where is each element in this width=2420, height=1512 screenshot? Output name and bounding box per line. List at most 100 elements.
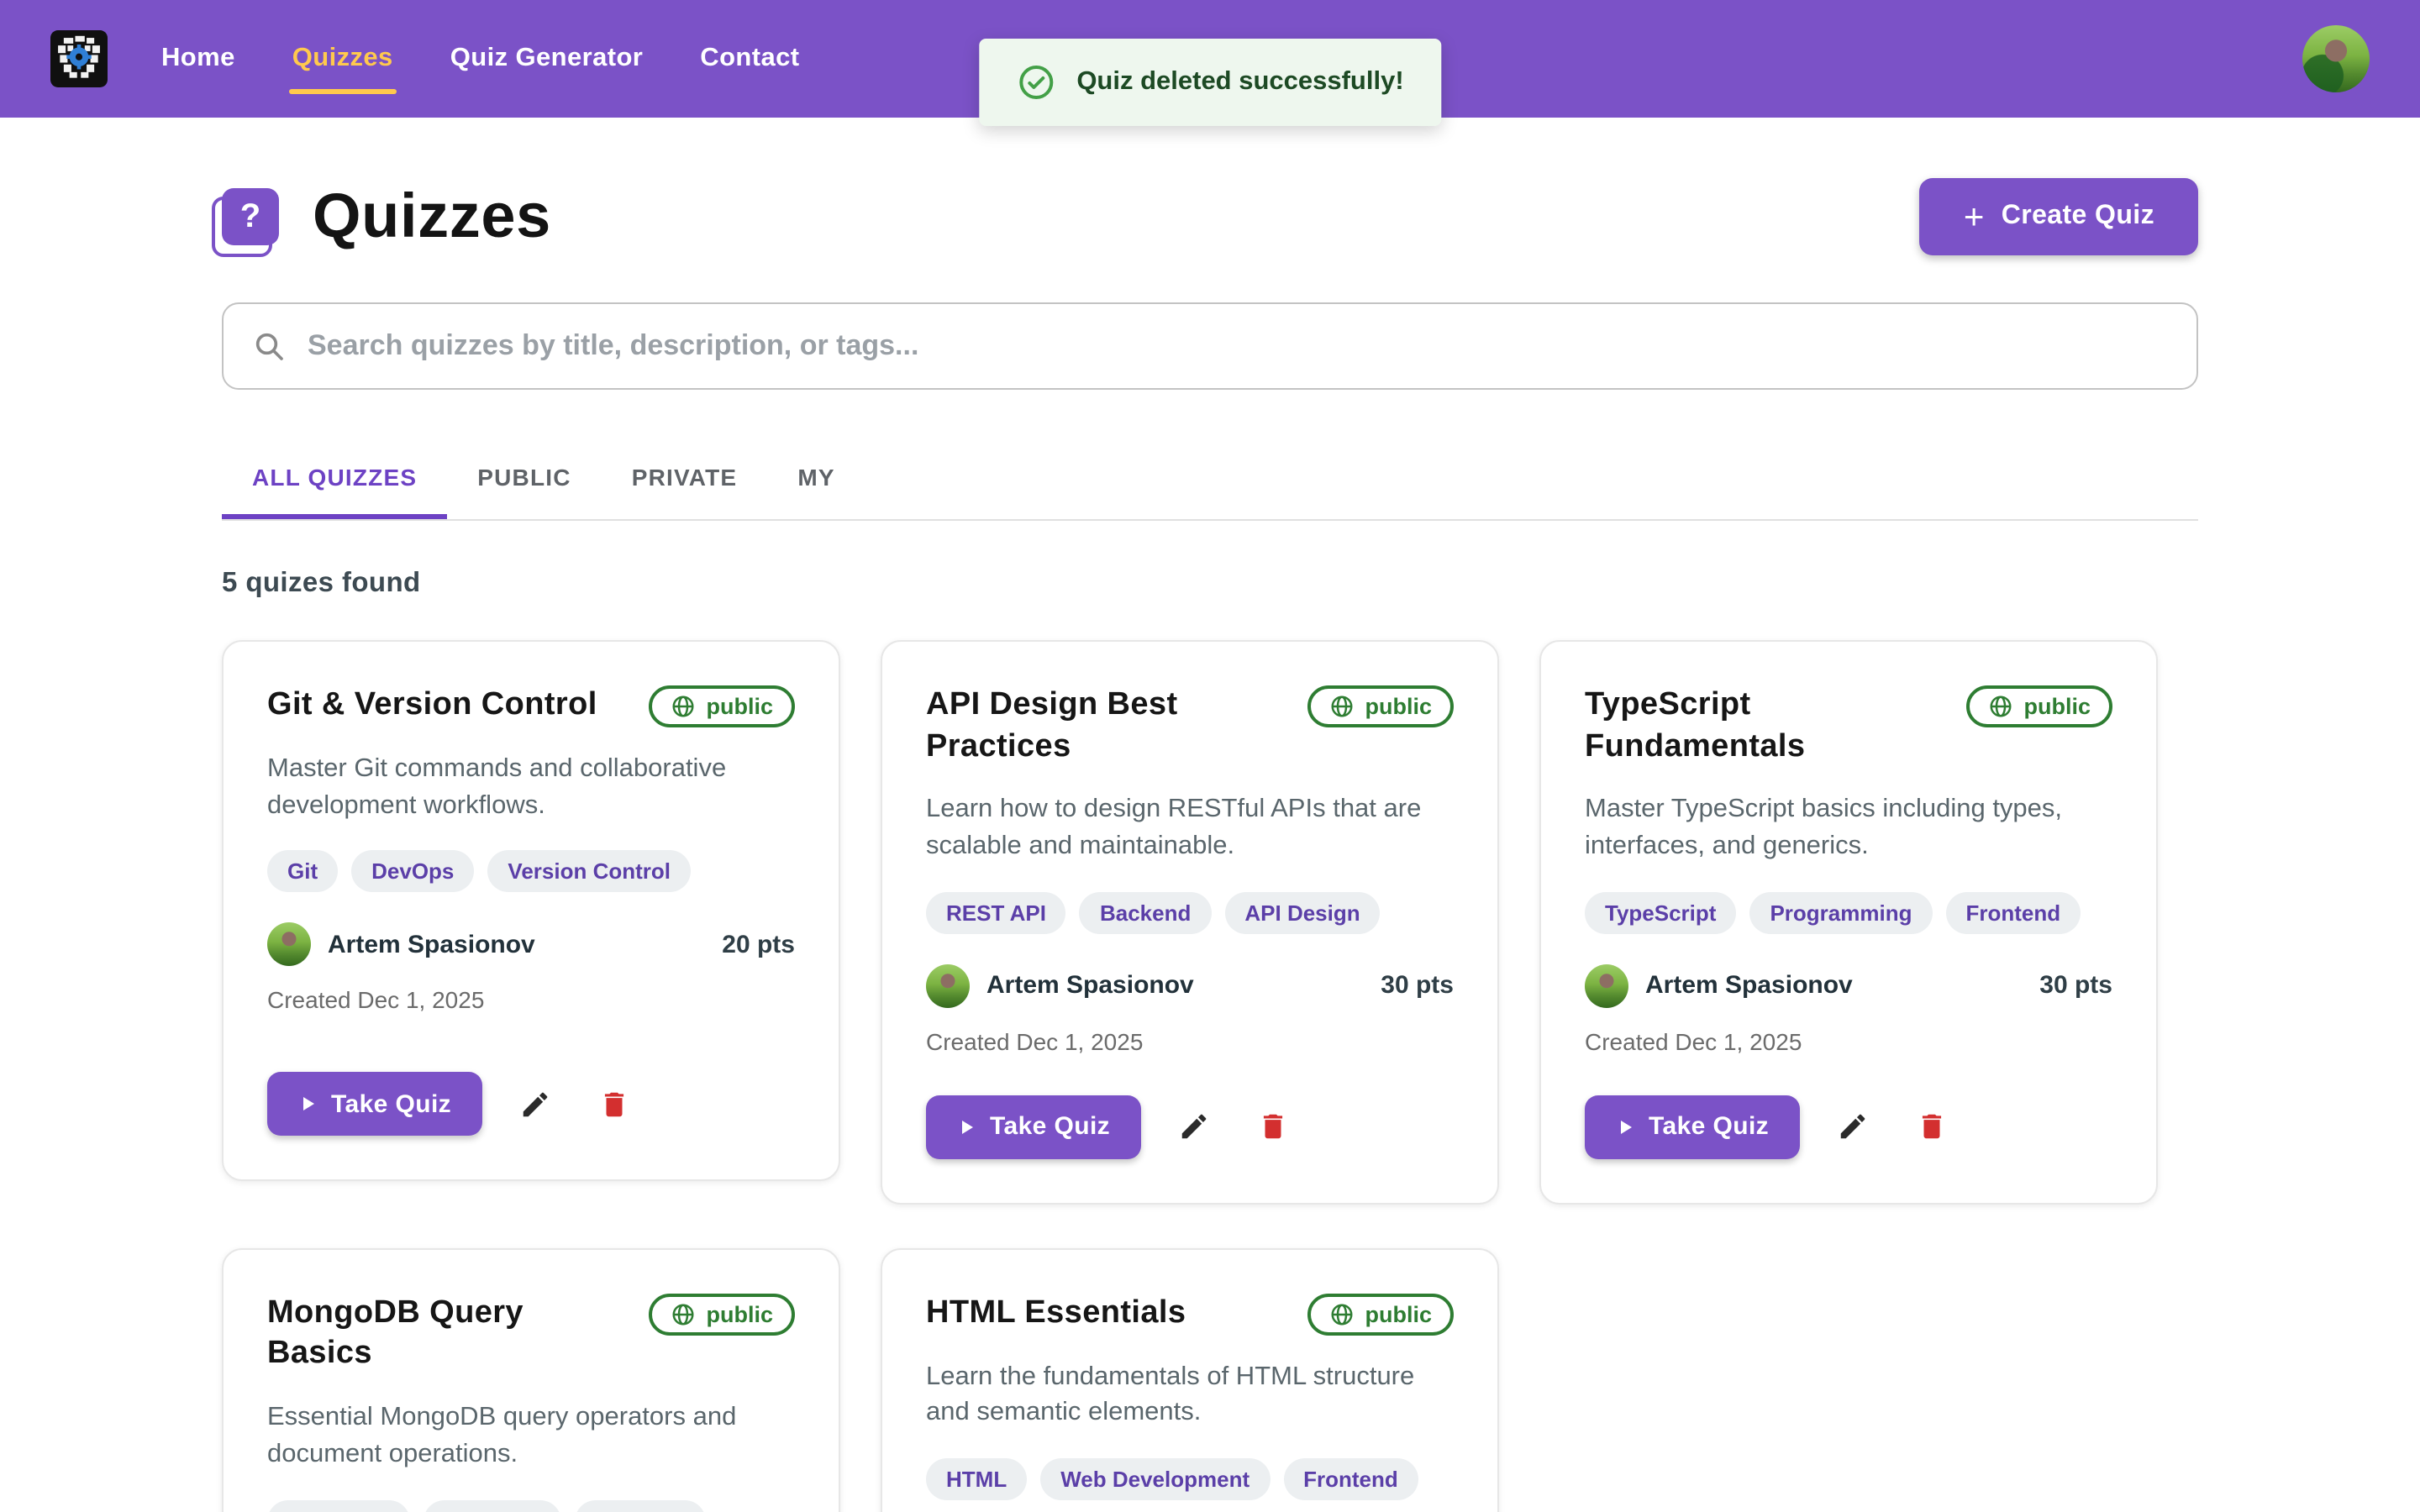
take-quiz-button[interactable]: Take Quiz: [267, 1072, 482, 1136]
visibility-label: public: [2023, 694, 2091, 719]
visibility-label: public: [706, 694, 774, 719]
question-mark-glyph: ?: [239, 197, 261, 234]
take-quiz-button[interactable]: Take Quiz: [926, 1095, 1141, 1159]
take-quiz-button[interactable]: Take Quiz: [1585, 1095, 1800, 1159]
card-actions: Take Quiz: [926, 1055, 1454, 1159]
quiz-card: API Design Best Practices public Learn h…: [881, 640, 1499, 1205]
tag-list: MongoDB Database Backend: [267, 1499, 795, 1512]
tag-pill: Git: [267, 850, 339, 893]
author-avatar: [926, 963, 970, 1008]
author-avatar: [1585, 963, 1628, 1008]
quiz-page-icon: ?: [212, 188, 279, 257]
delete-quiz-button[interactable]: [1905, 1101, 1957, 1153]
tag-pill: DevOps: [351, 850, 475, 893]
play-icon: [303, 1097, 314, 1110]
edit-quiz-button[interactable]: [508, 1078, 560, 1130]
visibility-badge: public: [1307, 685, 1454, 727]
trash-icon: [1922, 1115, 1941, 1139]
visibility-label: public: [706, 1301, 774, 1327]
globe-icon: [1991, 696, 2012, 717]
author-row: Artem Spasionov 30 pts: [926, 963, 1454, 1008]
visibility-badge: public: [649, 685, 795, 727]
tab-public[interactable]: PUBLIC: [447, 444, 601, 519]
tab-private[interactable]: PRIVATE: [602, 444, 768, 519]
tag-pill: Backend: [1079, 891, 1212, 934]
quiz-description: Master TypeScript basics including types…: [1585, 795, 2063, 861]
title-group: ? Quizzes: [212, 181, 551, 257]
app-logo[interactable]: [50, 30, 108, 87]
tag-pill: Database: [424, 1499, 562, 1512]
card-header: MongoDB Query Basics public: [267, 1293, 795, 1377]
author-row: Artem Spasionov 20 pts: [267, 922, 795, 967]
page-title: Quizzes: [313, 181, 551, 250]
edit-quiz-button[interactable]: [1167, 1101, 1219, 1153]
globe-icon: [1332, 1304, 1353, 1325]
toast-message: Quiz deleted successfully!: [1076, 67, 1404, 96]
visibility-label: public: [1365, 1301, 1433, 1327]
quiz-title: TypeScript Fundamentals: [1585, 687, 1806, 764]
nav-quiz-generator[interactable]: Quiz Generator: [450, 44, 644, 72]
tabs: ALL QUIZZES PUBLIC PRIVATE MY: [222, 444, 2198, 521]
tag-pill: Frontend: [1283, 1458, 1418, 1501]
results-count: 5 quizes found: [222, 568, 421, 598]
author-row: Artem Spasionov 30 pts: [1585, 963, 2112, 1008]
edit-quiz-button[interactable]: [1826, 1101, 1878, 1153]
play-icon: [962, 1120, 973, 1134]
tab-all-quizzes[interactable]: ALL QUIZZES: [222, 444, 448, 519]
main-nav: Home Quizzes Quiz Generator Contact: [161, 44, 800, 94]
visibility-badge: public: [1307, 1293, 1454, 1336]
trash-icon: [1263, 1115, 1282, 1139]
quiz-title: MongoDB Query Basics: [267, 1294, 523, 1372]
nav-quizzes[interactable]: Quizzes: [288, 44, 397, 94]
globe-icon: [673, 1304, 694, 1325]
card-header: API Design Best Practices public: [926, 685, 1454, 769]
nav-contact[interactable]: Contact: [700, 44, 800, 72]
take-quiz-label: Take Quiz: [1649, 1112, 1770, 1142]
play-icon: [1621, 1120, 1632, 1134]
tag-pill: Version Control: [487, 850, 691, 893]
author-name: Artem Spasionov: [1645, 971, 1853, 1000]
page-header: ? Quizzes + Create Quiz: [212, 178, 2198, 257]
toast-notification: Quiz deleted successfully!: [979, 39, 1441, 126]
take-quiz-label: Take Quiz: [990, 1112, 1111, 1142]
tag-list: Git DevOps Version Control: [267, 850, 795, 893]
tag-pill: REST API: [926, 891, 1066, 934]
main-content: ? Quizzes + Create Quiz ALL QUIZZES PUBL…: [212, 178, 2198, 1512]
search-icon: [255, 333, 283, 360]
points-value: 30 pts: [2039, 971, 2112, 1000]
take-quiz-label: Take Quiz: [331, 1089, 452, 1118]
card-header: HTML Essentials public: [926, 1293, 1454, 1336]
points-value: 20 pts: [722, 930, 795, 959]
tag-pill: Programming: [1749, 891, 1933, 934]
quiz-title: HTML Essentials: [926, 1294, 1186, 1331]
tag-list: HTML Web Development Frontend: [926, 1458, 1454, 1501]
tag-pill: HTML: [926, 1458, 1028, 1501]
user-avatar[interactable]: [2302, 25, 2370, 92]
search-input[interactable]: [222, 302, 2198, 390]
pencil-icon: [1181, 1115, 1206, 1139]
points-value: 30 pts: [1381, 971, 1454, 1000]
nav-home[interactable]: Home: [161, 44, 235, 72]
created-date: Created Dec 1, 2025: [926, 1027, 1144, 1055]
delete-quiz-button[interactable]: [1246, 1101, 1298, 1153]
author-avatar: [267, 922, 311, 967]
tab-my[interactable]: MY: [767, 444, 865, 519]
pencil-icon: [522, 1091, 547, 1116]
quiz-description: Master Git commands and collaborative de…: [267, 754, 727, 820]
quiz-card: Git & Version Control public Master Git …: [222, 640, 840, 1181]
quiz-card: HTML Essentials public Learn the fundame…: [881, 1247, 1499, 1512]
visibility-badge: public: [1966, 685, 2112, 727]
card-actions: Take Quiz: [267, 1032, 795, 1136]
quiz-card: MongoDB Query Basics public Essential Mo…: [222, 1247, 840, 1512]
author-name: Artem Spasionov: [986, 971, 1194, 1000]
tag-list: REST API Backend API Design: [926, 891, 1454, 934]
quiz-grid: Git & Version Control public Master Git …: [222, 640, 2198, 1512]
create-quiz-label: Create Quiz: [2001, 202, 2154, 230]
trash-icon: [604, 1091, 623, 1116]
visibility-label: public: [1365, 694, 1433, 719]
create-quiz-button[interactable]: + Create Quiz: [1919, 178, 2198, 255]
tag-pill: MongoDB: [267, 1499, 411, 1512]
tag-list: TypeScript Programming Frontend: [1585, 891, 2112, 934]
delete-quiz-button[interactable]: [587, 1078, 639, 1130]
quiz-title: Git & Version Control: [267, 687, 597, 722]
